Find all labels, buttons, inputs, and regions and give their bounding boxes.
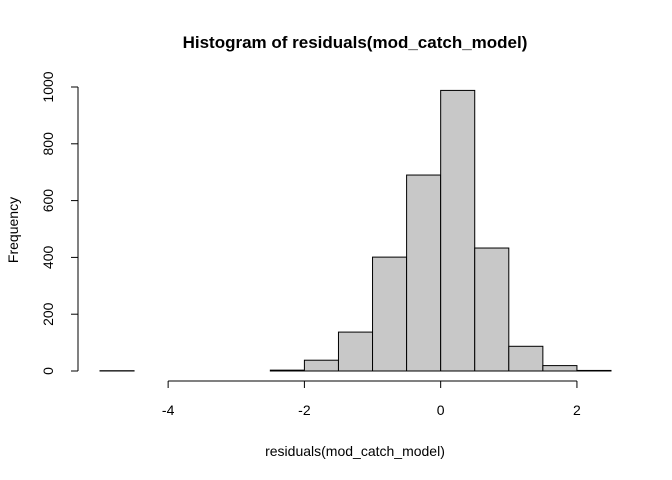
x-axis: -4 -2 0 2: [162, 380, 581, 418]
histogram-bar: [303, 359, 339, 372]
histogram-bar: [542, 365, 578, 372]
y-axis: 0 200 400 600 800 1000: [40, 71, 79, 375]
y-axis-label: Frequency: [5, 197, 21, 263]
x-tick-label: 2: [573, 402, 581, 418]
x-tick-label: -4: [162, 402, 175, 418]
histogram-bar: [372, 256, 408, 372]
histogram-bar: [576, 369, 612, 372]
y-tick-label: 800: [40, 132, 56, 156]
y-tick-label: 0: [40, 367, 56, 375]
x-axis-label: residuals(mod_catch_model): [265, 443, 445, 459]
histogram-bar: [508, 345, 544, 372]
chart-title: Histogram of residuals(mod_catch_model): [183, 33, 528, 52]
x-tick-label: 0: [437, 402, 445, 418]
histogram-bar: [406, 174, 442, 372]
histogram-bar: [474, 247, 510, 372]
histogram-bar: [440, 89, 476, 372]
y-tick-label: 400: [40, 246, 56, 270]
x-tick-label: -2: [298, 402, 311, 418]
bars-group: [99, 89, 612, 372]
histogram-bar: [337, 331, 374, 372]
histogram-bar: [269, 369, 305, 372]
y-tick-label: 600: [40, 189, 56, 213]
y-tick-label: 200: [40, 302, 56, 326]
y-tick-label: 1000: [40, 71, 56, 102]
